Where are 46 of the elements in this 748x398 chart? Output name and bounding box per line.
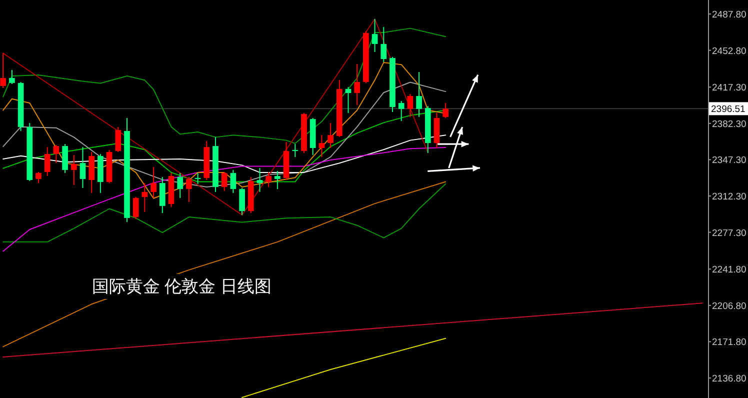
candlestick xyxy=(318,134,325,158)
ref-line-label: 2396.51 xyxy=(711,104,746,116)
candlestick xyxy=(407,93,414,118)
candlestick xyxy=(398,100,404,122)
candlestick xyxy=(62,144,68,174)
candlestick xyxy=(70,154,77,186)
candlestick xyxy=(442,102,449,119)
candlestick xyxy=(9,69,15,84)
candlestick xyxy=(142,182,148,212)
candlestick xyxy=(80,146,86,189)
candlestick xyxy=(0,52,6,89)
candlestick xyxy=(177,172,184,198)
y-tick-label: 2241.80 xyxy=(712,264,746,276)
y-tick-label: 2417.30 xyxy=(712,82,746,94)
y-tick-label: 2136.80 xyxy=(712,373,746,384)
candlestick xyxy=(44,146,50,176)
candlestick xyxy=(354,63,360,106)
y-tick-label: 2277.30 xyxy=(712,228,746,239)
candlestick xyxy=(115,126,122,153)
candlestick xyxy=(292,144,298,158)
candlestick xyxy=(194,172,201,184)
y-tick-label: 2171.80 xyxy=(712,337,746,348)
candlestick xyxy=(256,167,263,192)
candlestick xyxy=(186,176,192,203)
candlestick xyxy=(328,122,334,148)
y-tick-label: 2312.30 xyxy=(712,191,746,202)
y-tick-label: 2452.80 xyxy=(712,46,746,57)
candlestick xyxy=(36,171,42,184)
candlestick xyxy=(274,170,280,190)
candlestick xyxy=(416,71,422,118)
candlestick xyxy=(230,169,236,194)
candlestick xyxy=(159,176,166,214)
annotation: 国际黄金 伦敦金 日线图 xyxy=(92,277,272,296)
y-tick-label: 2487.80 xyxy=(712,10,746,20)
y-tick-label: 2382.30 xyxy=(712,118,746,130)
candlestick xyxy=(266,172,272,188)
candlestick xyxy=(53,144,60,164)
candlestick xyxy=(221,171,228,192)
candlestick xyxy=(239,188,245,216)
candlestick xyxy=(372,18,378,52)
candlestick xyxy=(132,196,139,220)
y-tick-label: 2206.80 xyxy=(712,300,746,312)
candlestick xyxy=(380,26,387,63)
candlestick xyxy=(345,86,352,114)
candlestick xyxy=(150,166,156,198)
y-tick-label: 2347.30 xyxy=(712,155,746,166)
